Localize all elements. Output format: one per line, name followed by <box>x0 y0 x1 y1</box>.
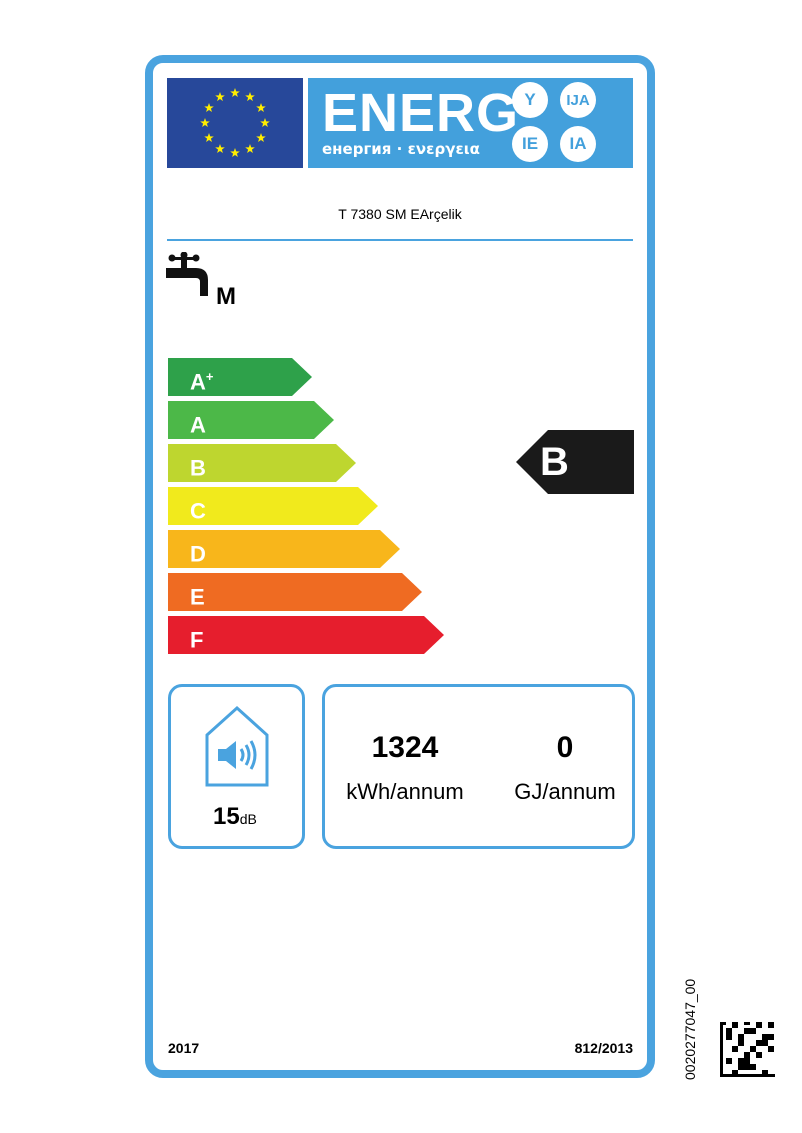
divider <box>167 239 633 241</box>
electricity-unit: kWh/annum <box>346 779 464 804</box>
energy-header: ENERG енергия · ενεργεια Y IJA IE IA <box>308 78 633 168</box>
label-year: 2017 <box>168 1040 200 1056</box>
star-icon <box>204 133 214 142</box>
lang-circle: IJA <box>560 82 596 118</box>
star-icon <box>215 144 225 153</box>
energy-label <box>145 55 655 1078</box>
fuel-unit: GJ/annum <box>514 779 616 804</box>
class-bar: E <box>168 573 422 611</box>
star-icon <box>200 118 210 127</box>
eu-flag <box>167 78 303 168</box>
star-icon <box>230 88 240 97</box>
class-bar: D <box>168 530 400 568</box>
class-letter: F <box>190 627 204 653</box>
class-letter: D <box>190 541 206 567</box>
star-icon <box>215 92 225 102</box>
sound-box: 15dB <box>168 684 305 849</box>
class-bar: A+ <box>168 358 312 396</box>
eu-stars-icon <box>200 88 270 157</box>
electricity-value: 1324 <box>371 731 439 764</box>
star-icon <box>256 103 266 112</box>
star-icon <box>245 92 255 102</box>
lang-circle: IA <box>560 126 596 162</box>
star-icon <box>256 133 266 142</box>
sound-value: 15 <box>213 803 240 830</box>
class-bar: F <box>168 616 444 654</box>
load-profile: M <box>216 283 236 310</box>
sound-level: 15dB <box>213 803 257 831</box>
class-bar: C <box>168 487 378 525</box>
fuel-value: 0 <box>556 731 574 764</box>
class-bar: B <box>168 444 356 482</box>
regulation-number: 812/2013 <box>574 1040 633 1056</box>
energy-consumption-box: 1324 kWh/annum 0 GJ/annum <box>322 684 635 849</box>
class-letter: A <box>190 412 206 438</box>
lang-circle: IE <box>512 126 548 162</box>
product-code: 0020277047_00 <box>682 978 698 1080</box>
class-letter: A <box>190 369 206 395</box>
class-plus: + <box>205 369 214 384</box>
class-letter: E <box>190 584 205 610</box>
class-letter: C <box>190 498 206 524</box>
energ-title: ENERG <box>322 83 520 143</box>
speaker-house-icon <box>205 705 269 787</box>
energ-subtitle: енергия · ενεργεια <box>322 140 480 158</box>
model-name: T 7380 SM EArçelik <box>338 206 462 222</box>
sound-unit: dB <box>239 811 257 827</box>
star-icon <box>230 148 240 157</box>
datamatrix-code <box>720 1022 775 1077</box>
lang-circle: Y <box>512 82 548 118</box>
star-icon <box>204 103 214 112</box>
star-icon <box>260 118 270 127</box>
class-letter: B <box>190 455 206 481</box>
star-icon <box>245 144 255 153</box>
water-tap-icon <box>166 252 208 296</box>
class-bar: A <box>168 401 334 439</box>
